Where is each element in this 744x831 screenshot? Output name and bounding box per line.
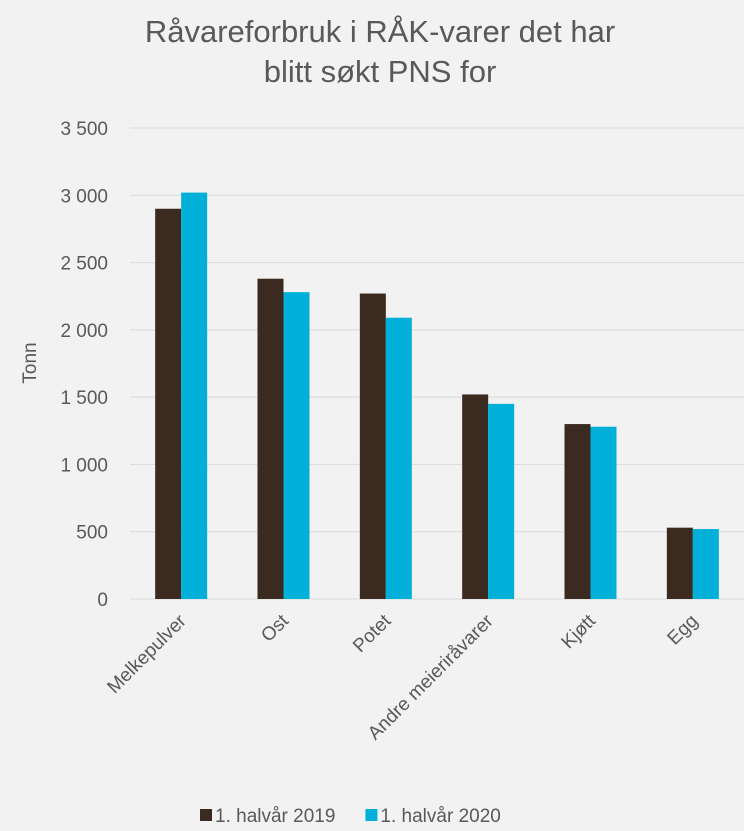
bar xyxy=(666,527,693,599)
bar xyxy=(359,293,386,599)
legend-swatch xyxy=(200,809,212,821)
bar xyxy=(257,278,284,599)
x-tick-label: Kjøtt xyxy=(558,610,601,653)
y-tick-label: 1 000 xyxy=(60,455,108,476)
bar xyxy=(590,426,617,599)
chart-title: Råvareforbruk i RÅK-varer det har blitt s… xyxy=(145,14,615,89)
x-tick-label: Melkepulver xyxy=(103,610,191,698)
x-tick-label: Potet xyxy=(349,610,396,657)
bar xyxy=(564,424,591,599)
y-tick-label: 2 000 xyxy=(60,321,108,342)
y-tick-label: 0 xyxy=(97,590,108,611)
y-tick-label: 2 500 xyxy=(60,254,108,275)
x-tick-label: Ost xyxy=(257,610,293,646)
bar xyxy=(385,317,412,599)
x-tick-label: Egg xyxy=(664,611,703,650)
y-axis-label: Tonn xyxy=(20,342,41,383)
y-tick-label: 1 500 xyxy=(60,388,108,409)
bar xyxy=(283,292,310,599)
y-tick-label: 500 xyxy=(76,523,108,544)
bar xyxy=(692,529,719,599)
legend-label: 1. halvår 2019 xyxy=(215,806,335,827)
bar xyxy=(181,192,208,599)
bar xyxy=(488,403,515,599)
legend-swatch xyxy=(365,809,378,821)
bar xyxy=(155,208,182,599)
y-tick-label: 3 500 xyxy=(60,119,108,140)
legend-label: 1. halvår 2020 xyxy=(380,806,500,827)
y-tick-label: 3 000 xyxy=(60,186,108,207)
bar xyxy=(462,394,489,599)
